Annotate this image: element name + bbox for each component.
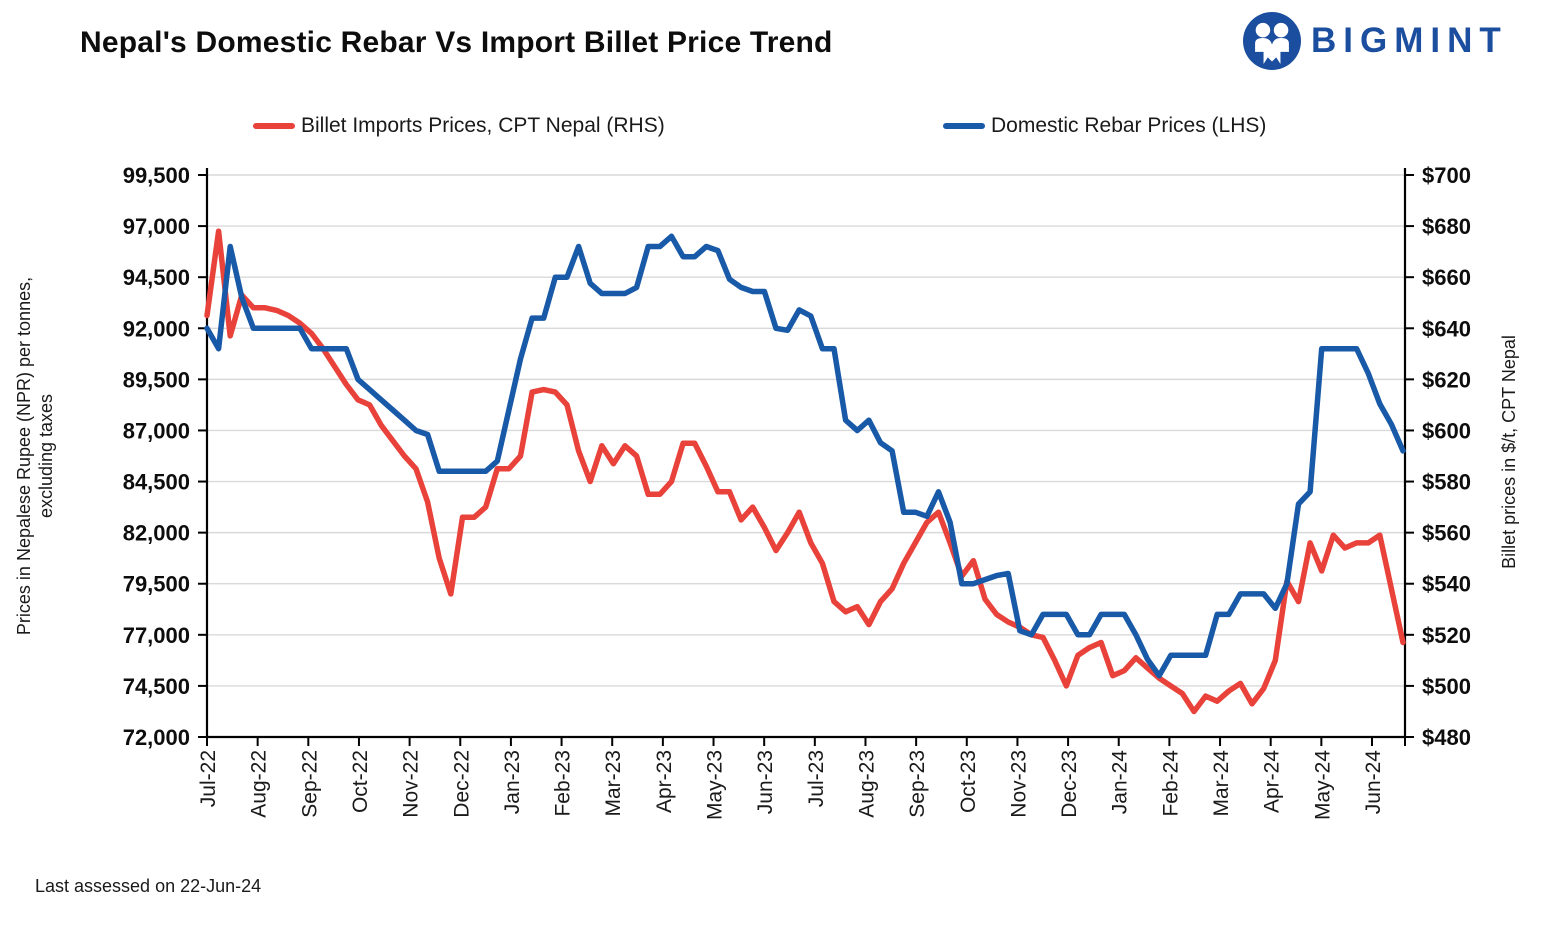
svg-text:Nov-23: Nov-23 — [1007, 750, 1030, 818]
svg-text:72,000: 72,000 — [123, 725, 190, 750]
svg-text:92,000: 92,000 — [123, 316, 190, 341]
page-title: Nepal's Domestic Rebar Vs Import Billet … — [80, 26, 833, 59]
svg-text:79,500: 79,500 — [123, 572, 190, 597]
legend-item-billet: Billet Imports Prices, CPT Nepal (RHS) — [253, 114, 665, 138]
series-lines — [204, 228, 1406, 715]
svg-text:77,000: 77,000 — [123, 623, 190, 648]
svg-text:84,500: 84,500 — [123, 470, 190, 495]
svg-text:$700: $700 — [1422, 163, 1471, 188]
svg-text:$660: $660 — [1422, 265, 1471, 290]
x-axis-tick-labels: Jul-22 Aug-22 Sep-22 Oct-22 Nov-22 Dec-22 Jan-… — [197, 750, 1385, 820]
svg-text:Apr-24: Apr-24 — [1261, 750, 1284, 813]
svg-text:Jul-23: Jul-23 — [805, 750, 828, 807]
chart-gridlines — [207, 174, 1405, 687]
svg-text:Oct-22: Oct-22 — [349, 750, 372, 813]
svg-text:$520: $520 — [1422, 623, 1471, 648]
svg-text:Mar-23: Mar-23 — [602, 750, 625, 817]
svg-text:Jul-22: Jul-22 — [197, 750, 220, 807]
svg-text:99,500: 99,500 — [123, 163, 190, 188]
svg-text:$600: $600 — [1422, 418, 1471, 443]
svg-text:Mar-24: Mar-24 — [1210, 750, 1233, 817]
legend-item-rebar: Domestic Rebar Prices (LHS) — [943, 114, 1266, 138]
svg-text:May-23: May-23 — [704, 750, 727, 820]
svg-text:Oct-23: Oct-23 — [957, 750, 980, 813]
brand-logo: BIGMINT — [1243, 12, 1508, 70]
svg-text:Jun-23: Jun-23 — [754, 750, 777, 814]
svg-text:$540: $540 — [1422, 572, 1471, 597]
left-axis-title-line2: excluding taxes — [36, 394, 56, 518]
svg-text:$560: $560 — [1422, 521, 1471, 546]
svg-text:$580: $580 — [1422, 470, 1471, 495]
svg-text:97,000: 97,000 — [123, 214, 190, 239]
svg-text:82,000: 82,000 — [123, 521, 190, 546]
billet-series-swatch — [253, 123, 295, 129]
svg-text:$640: $640 — [1422, 316, 1471, 341]
svg-text:$620: $620 — [1422, 367, 1471, 392]
svg-text:Dec-23: Dec-23 — [1058, 750, 1081, 818]
svg-text:Feb-23: Feb-23 — [552, 750, 575, 817]
right-axis-tick-labels: $700 $680 $660 $640 $620 $600 $580 $560 $540 $520… — [1422, 163, 1471, 750]
svg-text:Jun-24: Jun-24 — [1362, 750, 1385, 815]
svg-text:Aug-22: Aug-22 — [248, 750, 271, 818]
rebar-series-swatch — [943, 123, 985, 129]
rebar-series-label: Domestic Rebar Prices (LHS) — [991, 114, 1267, 137]
svg-text:Dec-22: Dec-22 — [450, 750, 473, 818]
svg-text:89,500: 89,500 — [123, 367, 190, 392]
svg-text:74,500: 74,500 — [123, 674, 190, 699]
billet-series-label: Billet Imports Prices, CPT Nepal (RHS) — [301, 114, 665, 137]
svg-text:Jan-23: Jan-23 — [501, 750, 524, 814]
svg-text:$480: $480 — [1422, 725, 1471, 750]
right-axis-title: Billet prices in $/t, CPT Nepal — [1499, 335, 1519, 569]
svg-text:May-24: May-24 — [1311, 750, 1334, 820]
left-axis-title-line1: Prices in Nepalese Rupee (NPR) per tonne… — [14, 277, 34, 635]
left-axis-tick-labels: 99,500 97,000 94,500 92,000 89,500 87,000 84,5… — [123, 163, 190, 750]
svg-text:$680: $680 — [1422, 214, 1471, 239]
svg-text:Jan-24: Jan-24 — [1109, 750, 1132, 815]
svg-text:94,500: 94,500 — [123, 265, 190, 290]
svg-text:87,000: 87,000 — [123, 418, 190, 443]
last-assessed-note: Last assessed on 22-Jun-24 — [35, 876, 262, 896]
chart-axes — [198, 168, 1414, 746]
svg-text:Sep-22: Sep-22 — [298, 750, 321, 818]
svg-text:Nov-22: Nov-22 — [400, 750, 423, 818]
svg-text:$500: $500 — [1422, 674, 1471, 699]
svg-text:Aug-23: Aug-23 — [855, 750, 878, 818]
svg-text:Sep-23: Sep-23 — [906, 750, 929, 818]
brand-name: BIGMINT — [1311, 21, 1508, 60]
bigmint-logo-icon — [1243, 12, 1301, 70]
svg-text:Feb-24: Feb-24 — [1159, 750, 1182, 817]
svg-text:Apr-23: Apr-23 — [653, 750, 676, 813]
